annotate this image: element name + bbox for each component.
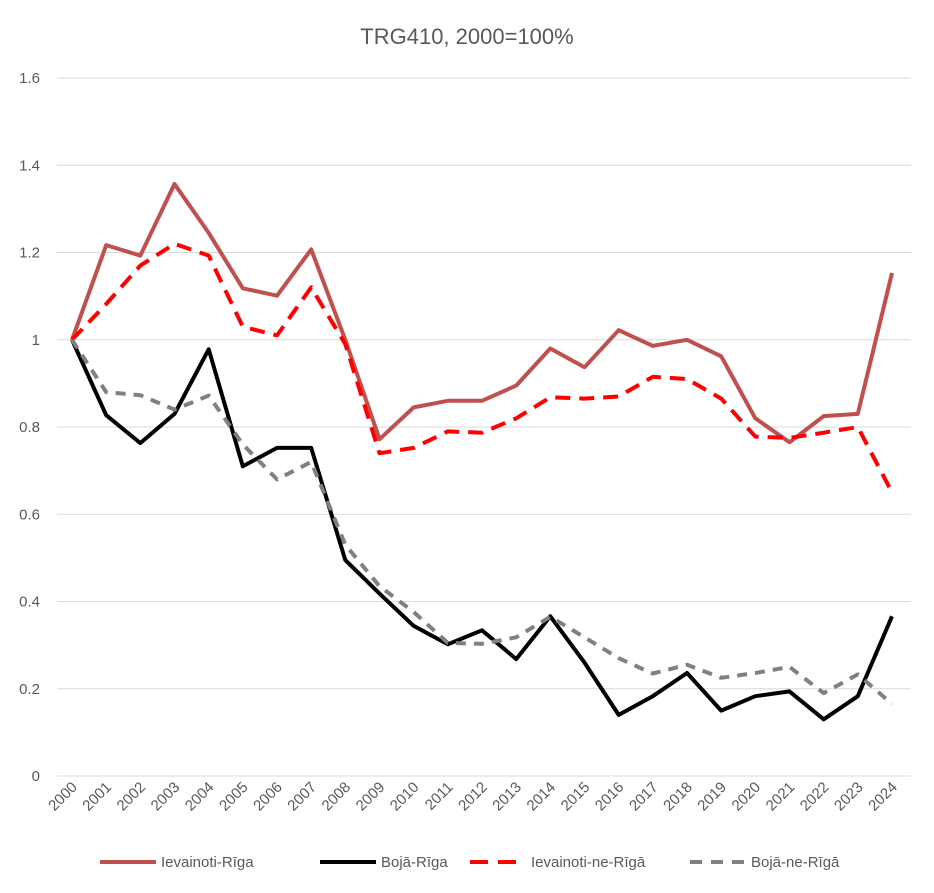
x-tick-label: 2008 [319, 779, 355, 815]
x-tick-label: 2014 [524, 779, 560, 815]
x-tick-label: 2018 [660, 779, 696, 815]
gridlines [57, 77, 911, 777]
y-tick-label: 0 [32, 768, 40, 785]
series-lines [70, 182, 894, 722]
x-tick-label: 2020 [729, 779, 765, 815]
legend-label: Bojā-ne-Rīgā [751, 854, 840, 871]
x-tick-label: 2005 [216, 779, 252, 815]
x-tick-label: 2003 [148, 779, 184, 815]
y-tick-label: 0.8 [19, 419, 40, 436]
legend: Ievainoti-Rīga Bojā-Rīga Ievainoti-ne-Rīgā… [100, 854, 840, 871]
legend-label: Ievainoti-Rīga [161, 854, 254, 871]
y-tick-label: 0.4 [19, 594, 40, 611]
x-tick-label: 2019 [694, 779, 730, 815]
legend-label: Bojā-Rīga [381, 854, 448, 871]
x-tick-label: 2016 [592, 779, 628, 815]
y-tick-label: 1.6 [19, 70, 40, 87]
x-tick-label: 2011 [422, 779, 457, 814]
x-tick-label: 2009 [353, 779, 389, 815]
x-tick-label: 2013 [489, 779, 525, 815]
x-tick-label: 2015 [558, 779, 594, 815]
y-tick-label: 1.2 [19, 245, 40, 262]
x-tick-label: 2024 [865, 779, 901, 815]
x-tick-label: 2022 [797, 779, 833, 815]
y-tick-label: 0.2 [19, 681, 40, 698]
series-line-3 [70, 241, 894, 494]
x-tick-label: 2010 [387, 779, 423, 815]
x-tick-label: 2017 [626, 779, 662, 815]
x-tick-label: 2007 [284, 779, 320, 815]
legend-label: Ievainoti-ne-Rīgā [531, 854, 646, 871]
series-line-4 [70, 338, 894, 706]
x-tick-label: 2002 [114, 779, 150, 815]
y-tick-label: 1 [32, 332, 40, 349]
y-tick-label: 1.4 [19, 157, 40, 174]
chart-title: TRG410, 2000=100% [360, 24, 573, 49]
y-axis-ticks: 0 0.2 0.4 0.6 0.8 1 1.2 1.4 1.6 [19, 70, 40, 785]
x-axis-ticks: 2000200120022003200420052006200720082009… [45, 779, 901, 815]
series-line-1 [70, 182, 894, 445]
series-line-2 [70, 338, 894, 722]
x-tick-label: 2000 [45, 779, 81, 815]
x-tick-label: 2001 [79, 779, 115, 815]
x-tick-label: 2004 [182, 779, 218, 815]
x-tick-label: 2023 [831, 779, 867, 815]
x-tick-label: 2006 [250, 779, 286, 815]
x-tick-label: 2012 [455, 779, 491, 815]
y-tick-label: 0.6 [19, 506, 40, 523]
x-tick-label: 2021 [763, 779, 799, 815]
